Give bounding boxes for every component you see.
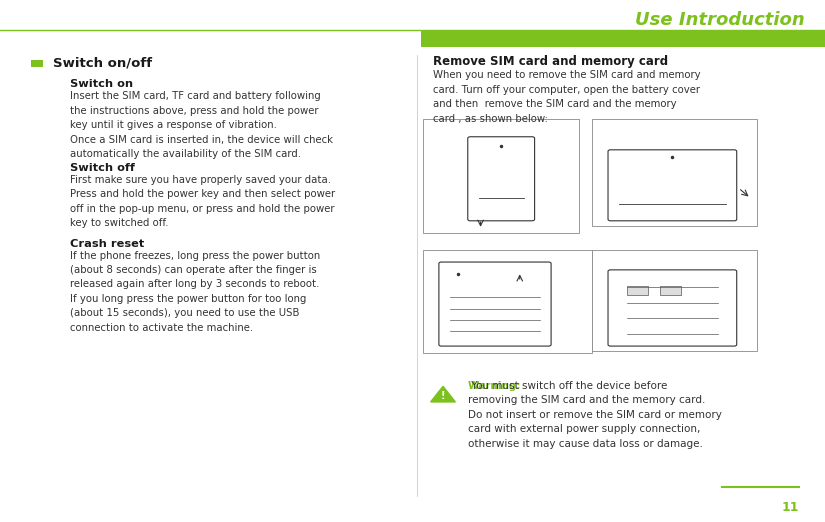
Text: Warning:: Warning: (468, 381, 521, 391)
FancyBboxPatch shape (608, 270, 737, 346)
Text: !: ! (441, 390, 446, 401)
Polygon shape (431, 386, 455, 402)
Text: If the phone freezes, long press the power button
(about 8 seconds) can operate : If the phone freezes, long press the pow… (70, 251, 320, 333)
Text: First make sure you have properly saved your data.
Press and hold the power key : First make sure you have properly saved … (70, 175, 335, 228)
Text: You must switch off the device before
removing the SIM card and the memory card.: You must switch off the device before re… (468, 381, 722, 449)
Bar (660, 286, 681, 295)
FancyBboxPatch shape (423, 250, 592, 353)
FancyBboxPatch shape (608, 150, 737, 221)
FancyBboxPatch shape (592, 119, 757, 226)
FancyBboxPatch shape (439, 262, 551, 346)
FancyBboxPatch shape (468, 137, 535, 221)
Text: Remove SIM card and memory card: Remove SIM card and memory card (433, 55, 668, 68)
Text: Switch off: Switch off (70, 163, 135, 173)
Text: Crash reset: Crash reset (70, 239, 144, 248)
FancyBboxPatch shape (423, 119, 579, 233)
Bar (31, 60, 43, 67)
Text: Switch on/off: Switch on/off (53, 57, 152, 69)
FancyBboxPatch shape (592, 250, 757, 351)
Bar (421, 30, 825, 47)
Text: 11: 11 (781, 501, 799, 514)
Text: When you need to remove the SIM card and memory
card. Turn off your computer, op: When you need to remove the SIM card and… (433, 70, 700, 124)
Bar (627, 286, 648, 295)
Text: Insert the SIM card, TF card and battery following
the instructions above, press: Insert the SIM card, TF card and battery… (70, 91, 333, 159)
Text: Switch on: Switch on (70, 79, 134, 89)
Text: Use Introduction: Use Introduction (634, 11, 804, 29)
